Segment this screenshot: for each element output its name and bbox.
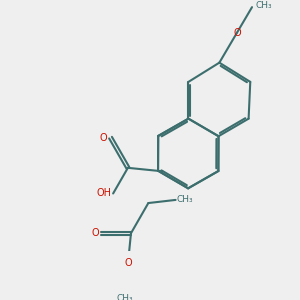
Text: CH₃: CH₃: [255, 2, 272, 10]
Text: O: O: [92, 228, 99, 238]
Text: CH₃: CH₃: [117, 294, 134, 300]
Text: OH: OH: [97, 188, 112, 199]
Text: O: O: [100, 133, 107, 142]
Text: O: O: [233, 28, 241, 38]
Text: O: O: [124, 258, 132, 268]
Text: CH₃: CH₃: [177, 195, 194, 204]
